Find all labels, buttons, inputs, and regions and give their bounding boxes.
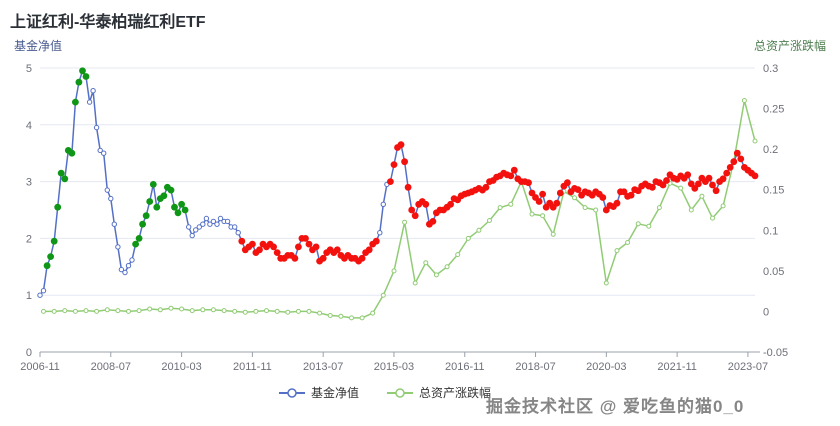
- svg-text:2013-07: 2013-07: [303, 361, 343, 373]
- right-axis-name: 总资产涨跌幅: [753, 39, 826, 53]
- nav-legend-label: 基金净值: [310, 386, 359, 400]
- svg-text:1: 1: [26, 290, 32, 302]
- legend: 基金净值 总资产涨跌幅: [0, 384, 840, 401]
- svg-text:-0.05: -0.05: [763, 347, 788, 359]
- svg-text:2015-03: 2015-03: [374, 361, 414, 373]
- svg-text:2010-03: 2010-03: [161, 361, 201, 373]
- svg-text:2: 2: [26, 233, 32, 245]
- svg-text:0.05: 0.05: [763, 266, 784, 278]
- svg-text:2020-03: 2020-03: [586, 361, 626, 373]
- svg-text:0.1: 0.1: [763, 225, 778, 237]
- y-axis-right-labels: -0.05 0 0.05 0.1 0.15 0.2 0.25 0.3: [763, 63, 788, 359]
- legend-item-nav[interactable]: 基金净值: [278, 384, 359, 401]
- svg-text:2006-11: 2006-11: [20, 361, 60, 373]
- asset-change-series: [41, 98, 758, 321]
- y-axis-left-labels: 0 1 2 3 4 5: [26, 63, 32, 359]
- x-axis: 2006-11 2008-07 2010-03 2011-11 2013-07 2015-…: [20, 351, 768, 373]
- watermark: 掘金技术社区 @ 爱吃鱼的猫0_0: [486, 397, 745, 416]
- chart-title: 上证红利-华泰柏瑞红利ETF: [10, 14, 206, 31]
- svg-text:0.15: 0.15: [763, 185, 784, 197]
- svg-text:3: 3: [26, 177, 32, 189]
- svg-text:0: 0: [763, 306, 769, 318]
- svg-text:0.3: 0.3: [763, 63, 778, 75]
- svg-text:5: 5: [26, 63, 32, 75]
- svg-text:2008-07: 2008-07: [91, 361, 131, 373]
- asset-change-legend-icon: [387, 387, 413, 398]
- svg-text:2023-07: 2023-07: [728, 361, 768, 373]
- svg-text:2018-07: 2018-07: [515, 361, 555, 373]
- grid-lines: [40, 67, 755, 296]
- svg-text:2011-11: 2011-11: [233, 361, 272, 373]
- legend-item-asset-change[interactable]: 总资产涨跌幅: [387, 384, 491, 401]
- svg-text:4: 4: [26, 120, 32, 132]
- left-axis-name: 基金净值: [14, 39, 63, 53]
- svg-text:0: 0: [26, 347, 32, 359]
- nav-legend-icon: [278, 387, 305, 398]
- svg-text:0.2: 0.2: [763, 144, 778, 156]
- svg-text:2021-11: 2021-11: [657, 361, 697, 373]
- nav-markers: [37, 67, 759, 298]
- asset-change-legend-label: 总资产涨跌幅: [419, 386, 492, 400]
- svg-text:0.25: 0.25: [763, 104, 784, 116]
- svg-text:2016-11: 2016-11: [445, 361, 485, 373]
